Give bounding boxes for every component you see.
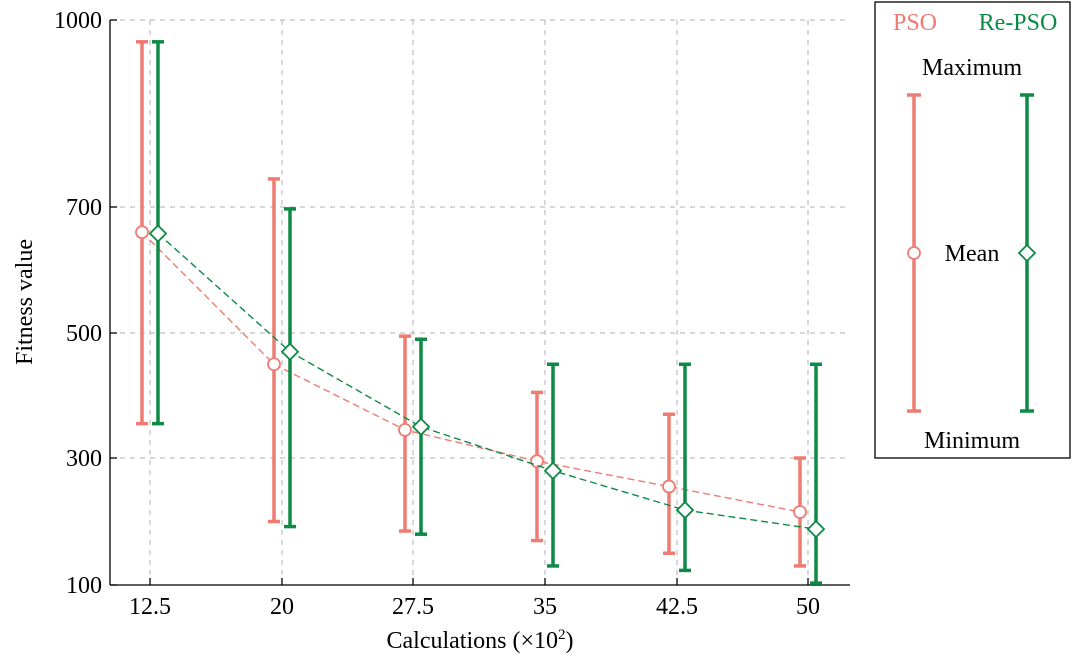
legend-maximum-label: Maximum <box>922 55 1022 81</box>
mean-marker <box>806 519 826 539</box>
x-ticks: 12.5 20 27.5 35 42.5 50 <box>129 578 820 620</box>
y-ticks: 100 300 500 700 1000 <box>54 8 117 599</box>
x-tick-label: 35 <box>533 594 557 620</box>
y-tick-label: 700 <box>66 195 102 221</box>
x-tick-label: 42.5 <box>656 594 698 620</box>
mean-marker <box>411 417 431 437</box>
x-axis-label-text: Calculations (×10 <box>386 628 558 654</box>
x-tick-label: 27.5 <box>392 594 434 620</box>
series-re-pso <box>148 40 826 585</box>
mean-marker <box>398 422 412 437</box>
legend-minimum-label: Minimum <box>924 428 1020 454</box>
mean-marker <box>530 454 544 469</box>
axes <box>109 20 850 586</box>
legend-mean-marker <box>907 246 921 260</box>
mean-marker <box>675 500 695 520</box>
legend-pso-label: PSO <box>893 10 937 36</box>
y-tick-label: 1000 <box>54 8 102 34</box>
y-axis-label: Fitness value <box>12 239 38 365</box>
x-axis-label: Calculations (×102) <box>386 627 573 654</box>
x-axis-label-close: ) <box>566 628 574 654</box>
mean-marker <box>148 224 168 243</box>
legend-mean-label: Mean <box>945 241 1000 267</box>
series-pso <box>135 40 807 568</box>
y-tick-label: 300 <box>66 446 102 472</box>
legend-box <box>874 1 1071 459</box>
legend-mean-marker <box>1017 243 1037 263</box>
grid <box>110 19 850 585</box>
mean-marker <box>135 225 149 240</box>
series-line <box>157 232 817 530</box>
x-tick-label: 20 <box>270 594 294 620</box>
mean-marker <box>543 461 563 480</box>
y-tick-label: 500 <box>66 321 102 347</box>
legend-repso-label: Re-PSO <box>979 10 1058 36</box>
x-axis-label-exponent: 2 <box>558 627 566 643</box>
legend-marks <box>907 93 1037 413</box>
mean-marker <box>267 357 281 372</box>
series-line <box>141 231 801 513</box>
x-tick-label: 12.5 <box>129 594 171 620</box>
y-tick-label: 100 <box>66 573 102 599</box>
mean-marker <box>280 342 300 362</box>
x-tick-label: 50 <box>796 594 820 620</box>
series-layer <box>135 40 826 585</box>
mean-marker <box>662 479 676 494</box>
mean-marker <box>793 505 807 519</box>
legend: PSO Re-PSO Maximum Mean Minimum <box>874 1 1071 459</box>
